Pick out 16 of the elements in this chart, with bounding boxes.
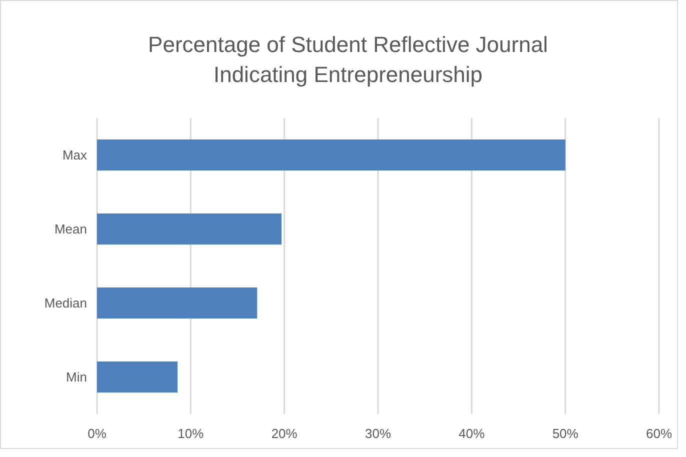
y-tick-label: Max [62,148,88,163]
x-tick-label: 20% [271,426,298,441]
y-tick-label: Mean [54,222,87,237]
x-tick-label: 50% [552,426,579,441]
bar [97,213,282,245]
bar [97,139,566,171]
x-tick-label: 40% [458,426,486,441]
y-tick-label: Median [44,296,87,311]
bar [97,287,258,319]
chart-title: Percentage of Student Reflective Journal Indicating Entrepreneurship [148,32,548,87]
x-tick-label: 60% [646,426,672,441]
y-tick-label: Min [66,370,87,385]
x-tick-label: 30% [364,426,392,441]
bar [97,361,178,393]
x-tick-label: 0% [88,426,107,441]
x-tick-label: 10% [178,426,204,441]
